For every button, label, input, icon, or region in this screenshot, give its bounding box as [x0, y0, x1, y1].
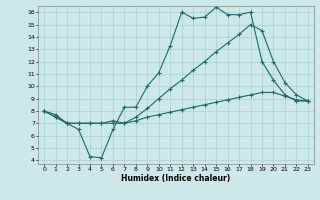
X-axis label: Humidex (Indice chaleur): Humidex (Indice chaleur)	[121, 174, 231, 183]
